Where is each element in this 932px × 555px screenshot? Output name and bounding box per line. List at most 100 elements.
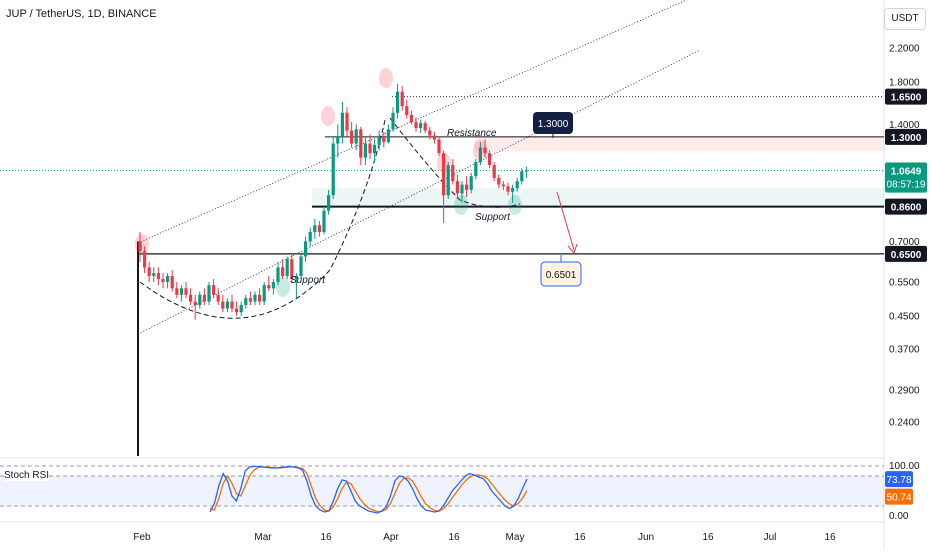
candle-body	[474, 162, 478, 177]
candle-body	[156, 273, 160, 280]
candle-body	[207, 285, 211, 302]
price-tick: 0.3700	[889, 344, 920, 355]
pivot-highlight	[321, 106, 335, 126]
candle-body	[409, 115, 413, 123]
price-tick: 0.2900	[889, 386, 920, 397]
currency-button[interactable]: USDT	[884, 8, 926, 30]
stoch-k-badge	[885, 471, 913, 488]
cup-curve	[139, 119, 386, 319]
pivot-highlight	[276, 277, 290, 297]
stoch-d-value: 50.74	[886, 493, 911, 504]
candle-body	[359, 129, 363, 158]
pivot-highlight	[135, 234, 149, 254]
candle-body	[515, 181, 519, 189]
projection-arrow	[556, 191, 575, 251]
support-zone	[312, 188, 884, 207]
candle-body	[478, 147, 482, 163]
candle-body	[437, 139, 441, 154]
candle-body	[198, 294, 202, 306]
candle-body	[405, 106, 409, 116]
candle-body	[166, 276, 170, 283]
candle-body	[230, 301, 234, 309]
candle-body	[460, 184, 464, 194]
candle-body	[216, 294, 220, 302]
stoch-d-badge	[885, 488, 913, 505]
candle-body	[350, 130, 354, 144]
candle-body	[488, 153, 492, 166]
candle-body	[285, 259, 289, 277]
candle-body	[276, 267, 280, 283]
candle-body	[336, 136, 340, 144]
candle-body	[313, 225, 317, 232]
candle-body	[193, 301, 197, 306]
candle-body	[340, 112, 344, 137]
candle-body	[331, 143, 335, 196]
candle-body	[262, 285, 266, 302]
time-tick: 16	[320, 532, 332, 543]
price-badge-text: 1.6500	[891, 93, 922, 104]
candle-body	[373, 144, 377, 154]
time-tick: Feb	[133, 532, 151, 543]
candle-body	[501, 184, 505, 187]
candle-body	[239, 305, 243, 313]
price-tick: 0.7000	[889, 237, 920, 248]
candle-body	[363, 143, 367, 158]
target-top-callout	[533, 112, 573, 134]
candle-body	[184, 288, 188, 295]
price-tick: 2.2000	[889, 44, 920, 55]
head-curve	[389, 117, 521, 208]
price-badge-text: 0.6500	[891, 250, 922, 261]
pivot-highlight	[508, 195, 522, 215]
countdown-text: 08:57:19	[887, 180, 926, 191]
candle-body	[451, 165, 455, 182]
support-label-1: Support	[290, 275, 326, 286]
time-tick: 16	[702, 532, 714, 543]
candle-body	[511, 188, 515, 192]
candle-body	[465, 184, 469, 190]
pivot-highlight	[473, 140, 487, 160]
candle-body	[317, 225, 321, 232]
candle-body	[414, 122, 418, 129]
candle-body	[147, 267, 151, 277]
candle-body	[497, 177, 501, 185]
candle-body	[221, 301, 225, 309]
candle-body	[138, 241, 142, 252]
price-badge-text: 1.3000	[891, 133, 922, 144]
candle-body	[281, 267, 285, 277]
candle-body	[189, 294, 193, 302]
resistance-label: Resistance	[447, 128, 497, 139]
candle-body	[354, 129, 358, 144]
time-tick: Jul	[764, 532, 777, 543]
candle-body	[258, 294, 262, 302]
candle-body	[419, 123, 423, 129]
price-tick: 1.8000	[889, 78, 920, 89]
rsi-band-fill	[0, 476, 884, 506]
candle-body	[308, 231, 312, 242]
rsi-tick-0: 0.00	[889, 511, 909, 522]
candle-body	[322, 210, 326, 232]
candle-body	[244, 298, 248, 306]
candle-body	[225, 301, 229, 309]
stoch-rsi-label: Stoch RSI	[4, 470, 50, 481]
candle-body	[248, 298, 252, 302]
current-price-badge	[885, 162, 927, 193]
candle-body	[524, 170, 528, 172]
time-tick: 16	[448, 532, 460, 543]
candle-body	[152, 273, 156, 277]
time-tick: 16	[574, 532, 586, 543]
time-tick: May	[506, 532, 525, 543]
candle-body	[304, 241, 308, 257]
candle-body	[432, 135, 436, 140]
candle-body	[483, 147, 487, 154]
chart-title: JUP / TetherUS, 1D, BINANCE	[6, 8, 157, 20]
candle-body	[299, 256, 303, 277]
candle-body	[391, 112, 395, 130]
candle-body	[377, 136, 381, 145]
time-tick: 16	[824, 532, 836, 543]
candle-body	[271, 282, 275, 289]
price-tick: 1.4000	[889, 120, 920, 131]
price-badge	[885, 88, 927, 105]
pivot-highlight	[379, 68, 393, 88]
